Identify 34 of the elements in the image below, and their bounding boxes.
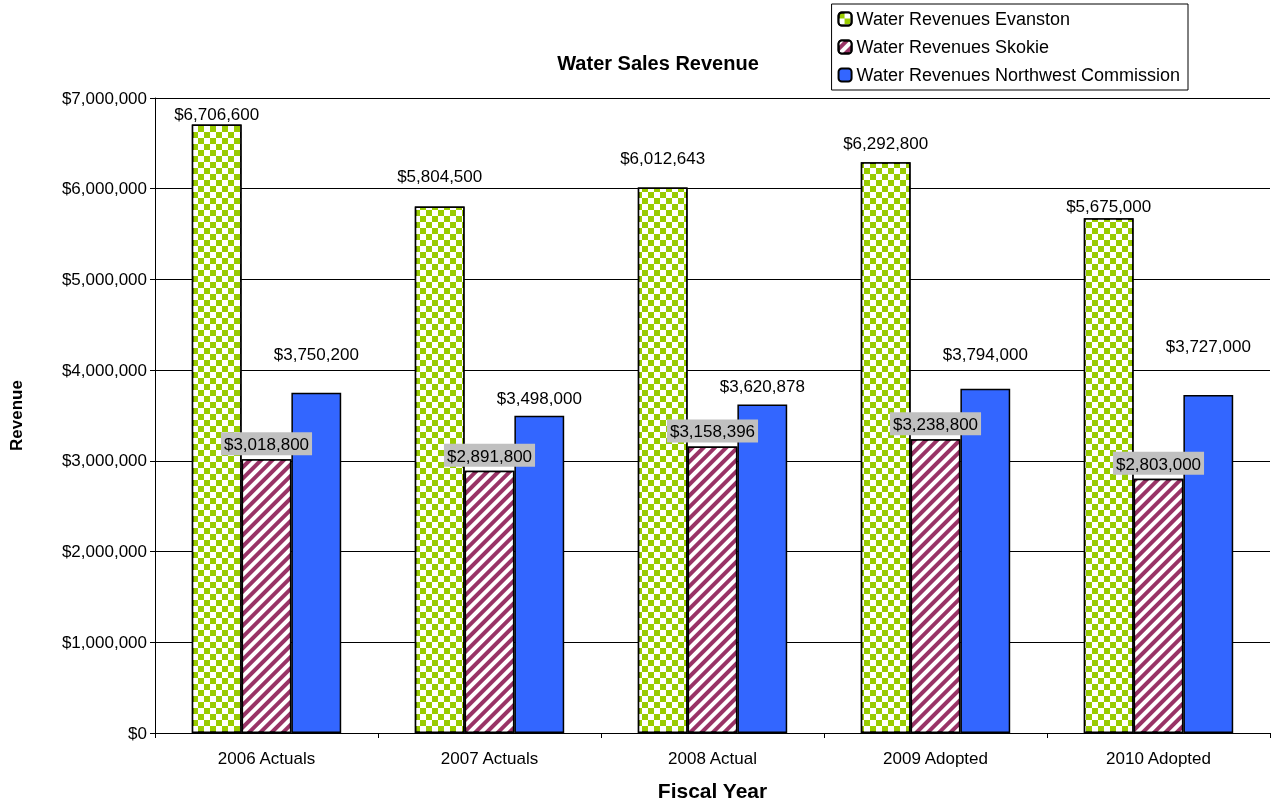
- legend-label: Water Revenues Northwest Commission: [856, 65, 1180, 85]
- x-tick-label: 2010 Adopted: [1106, 749, 1211, 768]
- chart-title: Water Sales Revenue: [557, 52, 759, 74]
- y-tick-label: $6,000,000: [61, 179, 147, 199]
- y-tick-label: $1,000,000: [61, 632, 147, 652]
- x-tick-label: 2008 Actual: [668, 749, 757, 768]
- data-label: $6,706,600: [174, 104, 260, 124]
- legend-label: Water Revenues Evanston: [856, 9, 1071, 29]
- data-label: $3,620,878: [719, 376, 805, 396]
- data-label: $3,750,200: [273, 344, 359, 364]
- y-tick-label: $3,000,000: [61, 451, 147, 471]
- data-label: $5,675,000: [1066, 197, 1152, 217]
- data-label: $3,498,000: [496, 388, 582, 408]
- legend-label: Water Revenues Skokie: [856, 37, 1049, 57]
- y-tick-label: $0: [128, 723, 147, 743]
- y-tick-label: $5,000,000: [61, 269, 147, 289]
- data-label: $3,158,396: [669, 422, 756, 442]
- y-tick-label: $4,000,000: [61, 360, 147, 380]
- x-axis-title: Fiscal Year: [657, 779, 768, 802]
- x-tick-label: 2006 Actuals: [217, 749, 316, 768]
- y-tick-label: $7,000,000: [61, 88, 147, 108]
- data-label: $2,891,800: [446, 446, 533, 466]
- x-tick-label: 2007 Actuals: [440, 749, 539, 768]
- data-label: $3,727,000: [1165, 336, 1251, 356]
- data-label: $3,238,800: [892, 415, 979, 435]
- data-label: $3,018,800: [223, 435, 310, 455]
- y-tick-label: $2,000,000: [61, 542, 147, 562]
- data-label: $2,803,000: [1115, 454, 1202, 474]
- data-label: $5,804,500: [397, 167, 483, 187]
- data-label: $6,012,643: [620, 148, 706, 168]
- y-axis-title: Revenue: [7, 380, 26, 451]
- x-tick-label: 2009 Adopted: [883, 749, 988, 768]
- data-label: $3,794,000: [942, 344, 1028, 364]
- data-label: $6,292,800: [843, 134, 929, 154]
